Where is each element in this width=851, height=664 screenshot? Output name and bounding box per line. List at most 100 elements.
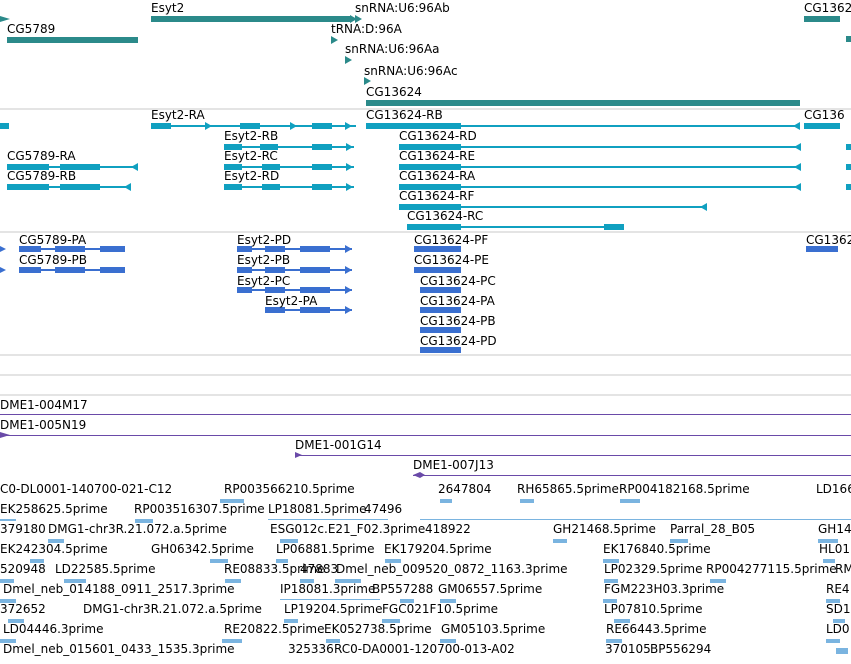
clone-feature[interactable] [0,435,851,436]
clone-feature[interactable] [0,414,851,415]
gene-feature[interactable] [804,16,840,22]
protein-exon [19,267,41,273]
transcript-label: CG13624-RD [399,129,477,143]
est-feature[interactable] [553,539,567,543]
protein-feature[interactable] [0,267,6,273]
protein-feature[interactable] [237,248,352,250]
est-feature[interactable] [0,639,16,643]
gene-feature[interactable] [151,16,350,22]
transcript-exon [407,224,461,230]
est-feature[interactable] [48,539,64,543]
transcript-feature[interactable] [846,164,851,170]
est-feature[interactable] [268,519,388,520]
est-feature[interactable] [8,619,24,623]
est-feature[interactable] [710,579,726,583]
est-feature[interactable] [670,539,688,543]
est-feature[interactable] [335,579,361,583]
gene-feature[interactable] [345,56,352,64]
gene-feature[interactable] [7,37,138,43]
protein-feature[interactable] [0,246,6,252]
gene-feature[interactable] [366,100,800,106]
protein-feature[interactable] [420,327,461,333]
protein-feature[interactable] [414,267,461,273]
est-feature[interactable] [222,639,242,643]
protein-feature[interactable] [420,287,461,293]
gene-feature[interactable] [364,77,371,85]
protein-feature[interactable] [414,246,461,252]
transcript-feature[interactable] [804,123,840,129]
est-feature[interactable] [276,559,288,563]
est-feature[interactable] [0,579,14,583]
est-feature[interactable] [300,579,314,583]
transcript-feature[interactable] [399,206,707,208]
protein-feature[interactable] [237,269,352,271]
transcript-feature[interactable] [224,146,354,148]
transcript-feature[interactable] [407,226,623,228]
transcript-feature[interactable] [224,186,354,188]
protein-label: CG5789-PA [19,233,87,247]
transcript-feature[interactable] [224,166,354,168]
est-feature[interactable] [30,559,44,563]
est-feature[interactable] [0,519,16,521]
est-label: Dmel_neb_015601_0433_1535.3prime [3,642,235,656]
est-feature[interactable] [603,599,617,603]
est-feature[interactable] [326,639,340,643]
est-feature[interactable] [220,499,244,503]
est-feature[interactable] [440,639,456,643]
est-feature[interactable] [818,539,838,543]
est-feature[interactable] [280,599,380,600]
est-label: LD22585.5prime [55,562,156,576]
transcript-feature[interactable] [846,184,851,190]
est-feature[interactable] [620,499,640,503]
transcript-feature[interactable] [399,166,801,168]
est-feature[interactable] [606,639,622,643]
transcript-exon [399,204,461,210]
gene-feature[interactable] [0,16,10,22]
est-feature[interactable] [280,539,298,543]
protein-feature[interactable] [237,289,352,291]
est-feature[interactable] [826,639,840,643]
est-feature[interactable] [823,559,835,563]
gene-label: tRNA:D:96A [331,22,403,36]
protein-label: CG13624-PD [420,334,497,348]
est-feature[interactable] [604,579,618,583]
est-feature[interactable] [400,599,414,603]
gene-feature[interactable] [846,36,851,42]
est-feature[interactable] [836,648,848,654]
est-feature[interactable] [826,599,840,603]
est-feature[interactable] [0,599,16,603]
est-feature[interactable] [64,579,86,583]
est-label: 418922 [425,522,471,536]
est-label: IP18081.3prime [280,582,375,596]
est-feature[interactable] [225,579,241,583]
est-feature[interactable] [614,619,630,623]
transcript-feature[interactable] [846,144,851,150]
est-label: GM06557.5prime [438,582,542,596]
est-feature[interactable] [603,559,619,563]
protein-feature[interactable] [806,246,838,252]
est-feature[interactable] [520,499,534,503]
gene-feature[interactable] [355,15,362,23]
est-feature[interactable] [210,559,228,563]
transcript-feature[interactable] [0,123,9,129]
est-feature[interactable] [135,519,153,523]
clone-feature[interactable] [413,475,851,476]
est-feature[interactable] [440,499,452,503]
est-feature[interactable] [440,599,456,603]
est-feature[interactable] [385,559,401,563]
est-feature[interactable] [833,619,845,623]
transcript-feature[interactable] [366,125,800,127]
gene-feature[interactable] [331,36,338,44]
est-feature[interactable] [284,619,298,623]
protein-feature[interactable] [420,307,461,313]
transcript-exon [262,164,280,170]
est-label: LP19204.5prime [284,602,383,616]
transcript-feature[interactable] [399,146,801,148]
protein-feature[interactable] [420,347,461,353]
est-feature[interactable] [420,519,851,520]
clone-feature[interactable] [295,455,851,456]
transcript-feature[interactable] [399,186,801,188]
est-feature[interactable] [382,619,400,623]
